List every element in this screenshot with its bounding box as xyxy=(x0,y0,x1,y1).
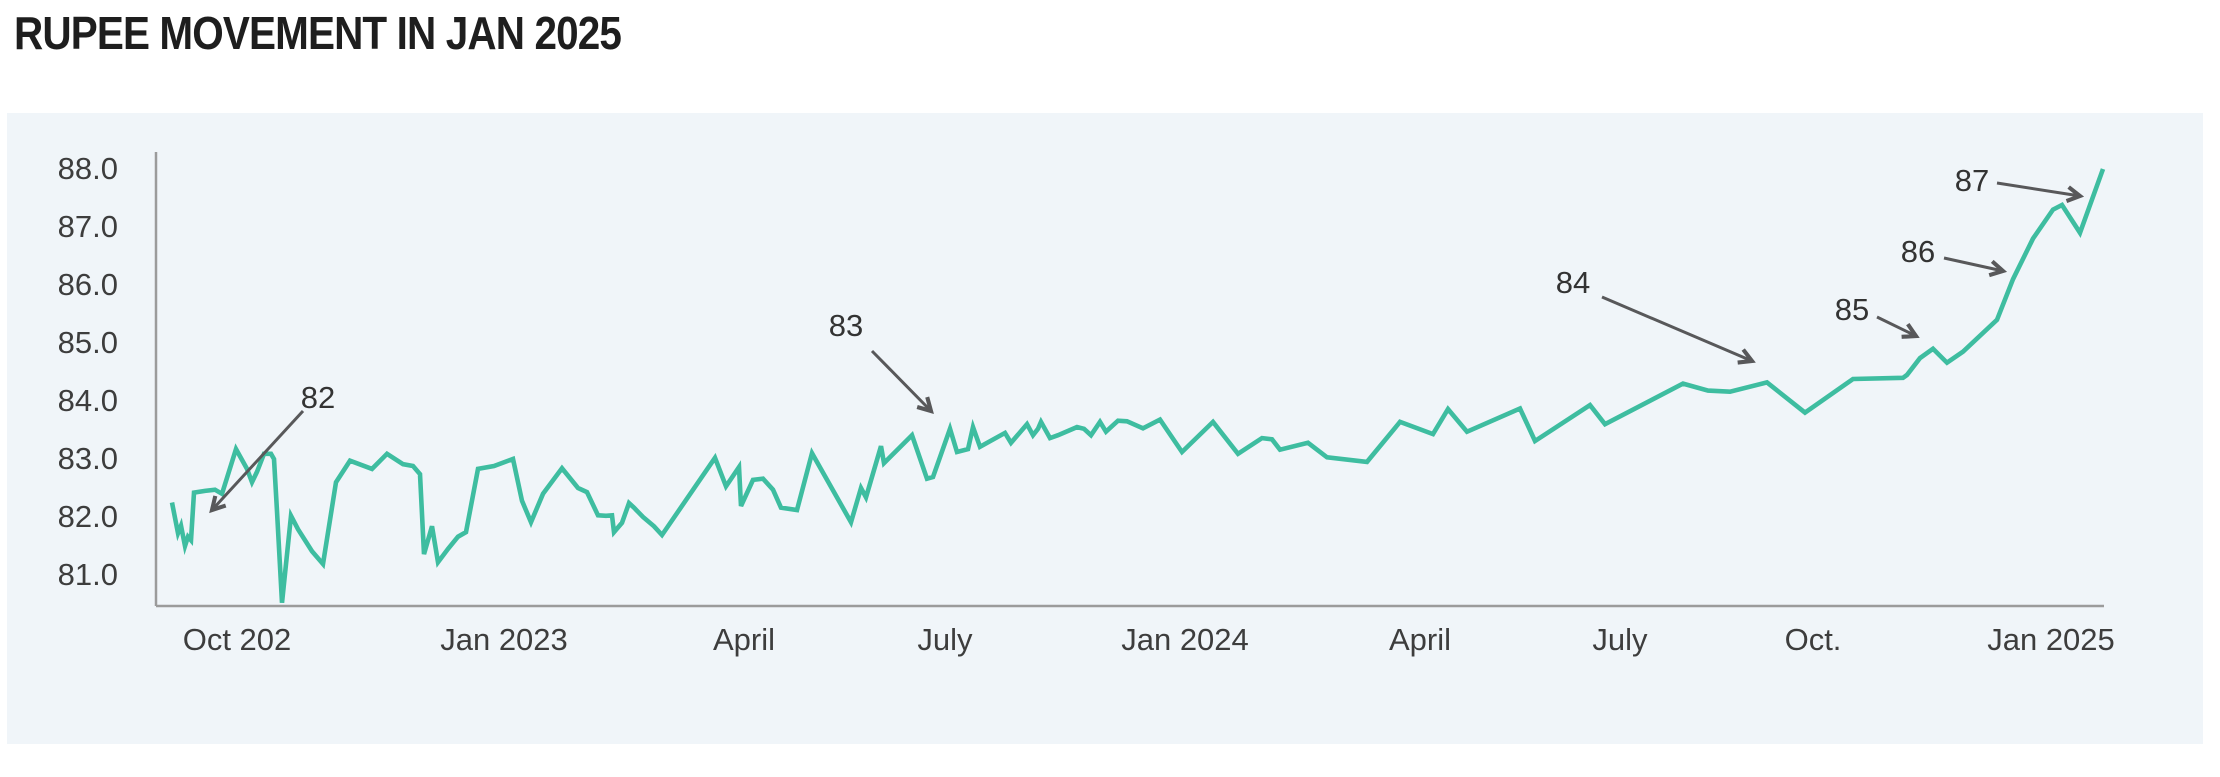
axes xyxy=(154,152,2104,608)
annotation-label-83: 83 xyxy=(828,308,864,343)
y-tick-label: 87.0 xyxy=(57,209,118,244)
x-tick-label: Jan 2025 xyxy=(1987,622,2115,657)
y-tick-label: 84.0 xyxy=(57,383,118,418)
y-tick-label: 83.0 xyxy=(57,441,118,476)
x-tick-label: July xyxy=(917,622,973,657)
annotation-arrow-86 xyxy=(1943,256,2008,278)
annotation-label-85: 85 xyxy=(1834,292,1870,327)
rupee-line xyxy=(169,168,2106,604)
rupee-line-path xyxy=(169,168,2106,604)
annotation-label-87: 87 xyxy=(1954,163,1990,198)
x-tick-label: Oct 202 xyxy=(182,622,292,657)
y-tick-label: 85.0 xyxy=(57,325,118,360)
x-tick-label: Oct. xyxy=(1784,622,1842,657)
x-tick-label: July xyxy=(1592,622,1648,657)
y-tick-label: 88.0 xyxy=(57,151,118,186)
annotation-arrow-83 xyxy=(870,349,934,414)
x-tick-label: Jan 2023 xyxy=(440,622,568,657)
y-tick-label: 86.0 xyxy=(57,267,118,302)
annotation-arrows xyxy=(209,181,2085,514)
annotation-label-82: 82 xyxy=(300,380,336,415)
x-tick-label: April xyxy=(712,622,776,657)
annotation-arrow-84 xyxy=(1601,295,1756,365)
annotation-arrow-85 xyxy=(1876,315,1920,339)
annotation-arrow-87 xyxy=(1996,181,2085,203)
page-title: RUPEE MOVEMENT IN JAN 2025 xyxy=(14,7,622,59)
annotation-arrow-82 xyxy=(209,409,305,514)
annotation-label-86: 86 xyxy=(1900,234,1936,269)
y-tick-label: 82.0 xyxy=(57,499,118,534)
y-tick-label: 81.0 xyxy=(57,557,118,592)
x-tick-label: Jan 2024 xyxy=(1121,622,1249,657)
annotation-label-84: 84 xyxy=(1555,265,1591,300)
x-tick-label: April xyxy=(1388,622,1452,657)
